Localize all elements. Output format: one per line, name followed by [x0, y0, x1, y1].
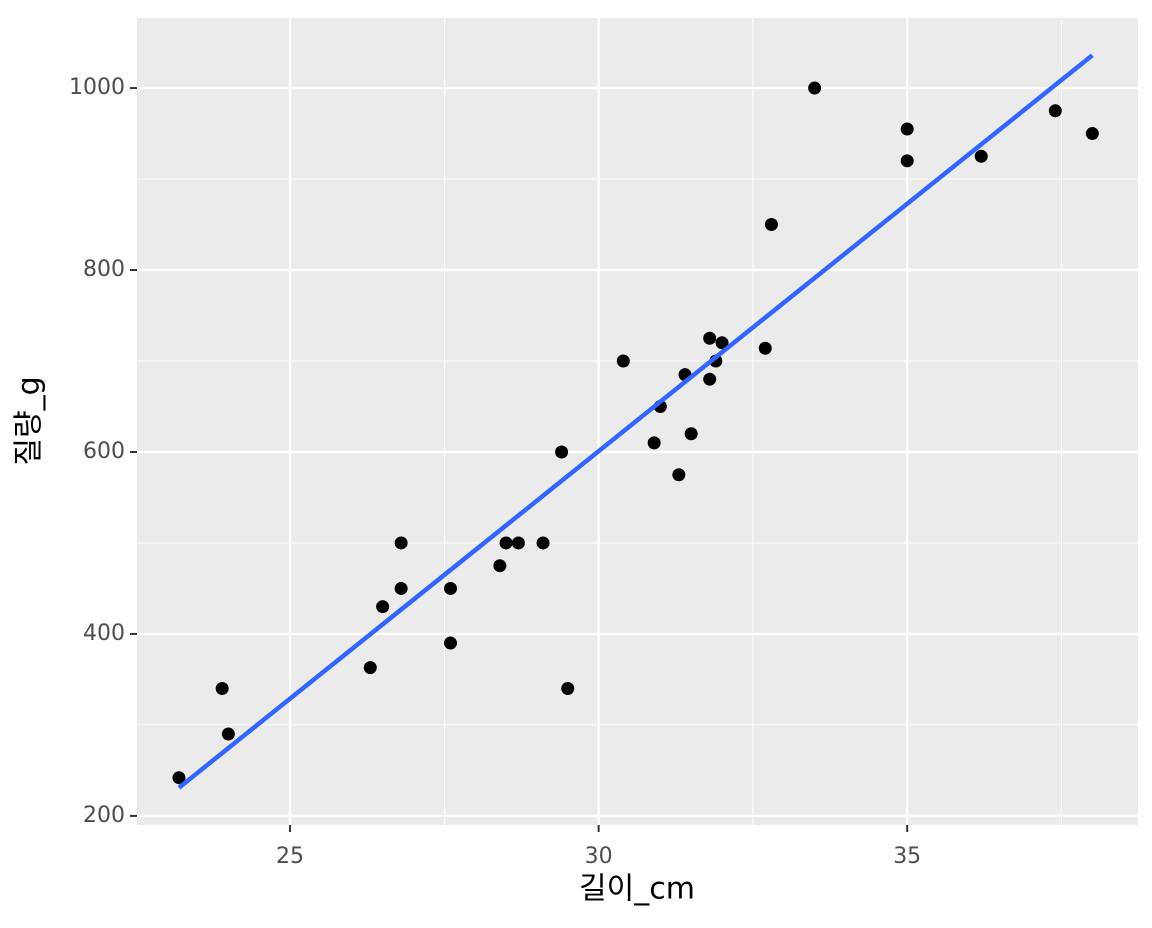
point	[561, 682, 575, 696]
point	[536, 536, 550, 550]
point	[715, 336, 729, 350]
point	[1085, 127, 1099, 141]
point	[394, 536, 408, 550]
x-tick-label: 25	[276, 844, 304, 869]
point	[808, 81, 822, 95]
point	[703, 372, 717, 386]
x-tick-label: 35	[893, 844, 921, 869]
point	[616, 354, 630, 368]
point	[511, 536, 525, 550]
point	[684, 427, 698, 441]
point	[900, 154, 914, 168]
point	[394, 581, 408, 595]
x-tick-label: 30	[585, 844, 613, 869]
point	[758, 341, 772, 355]
point	[444, 636, 458, 650]
point	[764, 218, 778, 232]
point	[221, 727, 235, 741]
point	[172, 771, 186, 785]
point	[444, 581, 458, 595]
point	[647, 436, 661, 450]
y-tick-label: 1000	[69, 75, 125, 100]
y-tick-label: 400	[83, 621, 125, 646]
fit-line	[177, 53, 1094, 790]
point	[555, 445, 569, 459]
point	[703, 331, 717, 345]
y-tick-label: 200	[83, 803, 125, 828]
y-tick-label: 600	[83, 439, 125, 464]
point	[215, 682, 229, 696]
x-axis-title: 길이_cm	[579, 872, 695, 907]
point	[499, 536, 513, 550]
y-tick-label: 800	[83, 257, 125, 282]
point	[974, 149, 988, 163]
point	[672, 468, 686, 482]
point	[900, 122, 914, 136]
point	[493, 559, 507, 573]
y-axis-title: 질량_g	[12, 376, 47, 465]
point	[1048, 104, 1062, 118]
point	[363, 661, 377, 675]
point	[376, 600, 390, 614]
